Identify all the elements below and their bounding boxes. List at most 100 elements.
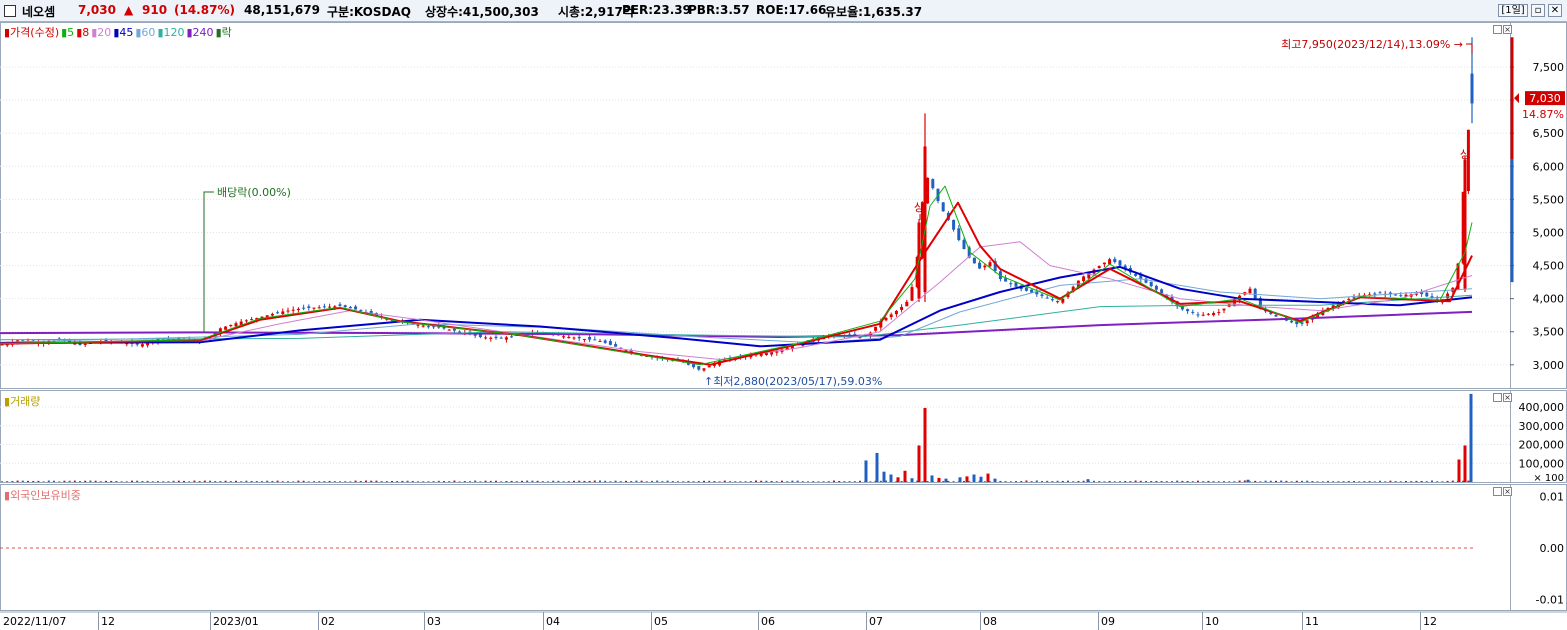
volume-bar-197 — [1025, 480, 1028, 482]
volume-bar-76 — [396, 481, 399, 482]
candle-body-63 — [328, 306, 332, 308]
volume-spike-2 — [882, 471, 886, 482]
volume-bar-213 — [1108, 480, 1111, 482]
volume-bar-263 — [1368, 481, 1371, 482]
candle-body-272 — [1414, 293, 1418, 295]
roe-value: ROE:17.66 — [756, 3, 827, 17]
volume-bar-253 — [1316, 481, 1319, 482]
candle-body-200 — [1040, 294, 1044, 297]
close-window-icon[interactable]: ✕ — [1548, 4, 1562, 17]
panel-foreign-close-icon[interactable]: × — [1503, 487, 1512, 496]
candle-body-91 — [473, 334, 477, 336]
select-checkbox[interactable] — [4, 5, 16, 17]
panel-price-restore-icon[interactable] — [1493, 25, 1502, 34]
legend-item-8[interactable]: ▮락 — [215, 26, 232, 39]
volume-bar-11 — [58, 481, 61, 482]
period-button[interactable]: [1일] — [1498, 4, 1528, 17]
candle-body-230 — [1196, 314, 1200, 316]
volume-bar-282 — [1467, 480, 1470, 482]
candle-body-67 — [348, 307, 352, 309]
candle-body-179 — [931, 179, 935, 189]
volume-bar-119 — [619, 481, 622, 482]
volume-bar-142 — [739, 481, 742, 482]
candle-body-213 — [1108, 259, 1112, 265]
candle-body-250 — [1300, 322, 1304, 324]
volume-bar-273 — [1420, 480, 1423, 482]
legend-item-1[interactable]: ▮5 — [61, 26, 75, 39]
volume-bar-152 — [791, 480, 794, 482]
candle-body-194 — [1009, 283, 1013, 285]
volume-tick-label-2: 300,000 — [1519, 420, 1565, 433]
volume-tick-label-3: 400,000 — [1519, 401, 1565, 414]
candle-body-57 — [296, 308, 300, 311]
volume-bar-194 — [1009, 481, 1012, 482]
volume-bar-103 — [536, 480, 539, 482]
volume-bar-172 — [895, 481, 898, 482]
volume-bar-105 — [547, 481, 549, 482]
candle-body-171 — [889, 314, 893, 318]
candle-body-256 — [1331, 305, 1335, 308]
candle-body-173 — [900, 306, 904, 310]
volume-bar-19 — [99, 481, 102, 482]
legend-item-5[interactable]: ▮60 — [135, 26, 156, 39]
volume-bar-262 — [1363, 481, 1366, 482]
volume-bar-50 — [261, 481, 263, 482]
candle-body-3 — [16, 340, 20, 343]
legend-item-4[interactable]: ▮45 — [113, 26, 134, 39]
volume-bar-224 — [1165, 481, 1168, 482]
candle-body-26 — [135, 342, 139, 345]
volume-bar-151 — [786, 481, 789, 482]
volume-bar-128 — [666, 480, 669, 482]
volume-bar-208 — [1082, 480, 1085, 482]
price-candles — [0, 37, 1474, 372]
candle-body-148 — [770, 351, 774, 355]
volume-bar-185 — [963, 480, 965, 482]
panel-volume-close-icon[interactable]: × — [1503, 393, 1512, 402]
stock-name: 네오셈 — [22, 5, 56, 19]
x-tick-label-13: 12 — [1423, 615, 1437, 628]
candle-body-240 — [1248, 288, 1252, 294]
volume-bar-196 — [1020, 481, 1023, 482]
candle-body-64 — [333, 306, 337, 309]
candle-body-202 — [1050, 299, 1054, 301]
candle-body-56 — [291, 309, 295, 311]
candle-body-59 — [307, 306, 311, 308]
volume-bar-5 — [27, 480, 29, 482]
panel-price-close-icon[interactable]: × — [1503, 25, 1512, 34]
legend-item-7[interactable]: ▮240 — [186, 26, 214, 39]
candle-body-193 — [1004, 278, 1008, 282]
panel-foreign-restore-icon[interactable] — [1493, 487, 1502, 496]
legend-item-3[interactable]: ▮20 — [91, 26, 112, 39]
volume-bar-207 — [1077, 481, 1080, 482]
candle-body-88 — [458, 331, 462, 333]
x-axis: 2022/11/07 12 2023/01 02 03 04 05 06 07 08 09 10 11 1… — [0, 611, 1567, 630]
volume-bar-69 — [359, 480, 362, 482]
volume-spike-14 — [972, 474, 976, 482]
restore-window-icon[interactable]: ▫ — [1531, 4, 1545, 17]
candle-body-66 — [343, 305, 347, 308]
x-tick-label-8: 07 — [869, 615, 883, 628]
panel-volume-restore-icon[interactable] — [1493, 393, 1502, 402]
candle-body-98 — [510, 336, 514, 338]
upper-limit-mark-2: 상 — [1460, 148, 1470, 161]
candle-body-16 — [83, 343, 87, 345]
candle-body-187 — [972, 257, 976, 264]
legend-item-0[interactable]: ▮가격(수정) — [4, 26, 60, 39]
legend-item-2[interactable]: ▮8 — [76, 26, 90, 39]
candle-body-115 — [598, 341, 602, 343]
candle-body-65 — [338, 304, 342, 306]
candle-body-55 — [286, 310, 290, 312]
volume-bar-98 — [510, 480, 513, 482]
volume-bar-177 — [921, 481, 924, 482]
candle-body-134 — [697, 366, 701, 370]
candle-body-80 — [416, 324, 420, 326]
volume-bar-234 — [1217, 481, 1220, 482]
legend-item-6[interactable]: ▮120 — [157, 26, 185, 39]
candle-body-231 — [1201, 314, 1205, 316]
volume-bar-178 — [926, 481, 929, 482]
volume-bar-34 — [177, 480, 180, 482]
candle-body-218 — [1134, 274, 1138, 276]
volume-bar-88 — [458, 481, 461, 482]
candle-body-177 — [920, 202, 924, 259]
candle-body-0 — [0, 344, 4, 346]
